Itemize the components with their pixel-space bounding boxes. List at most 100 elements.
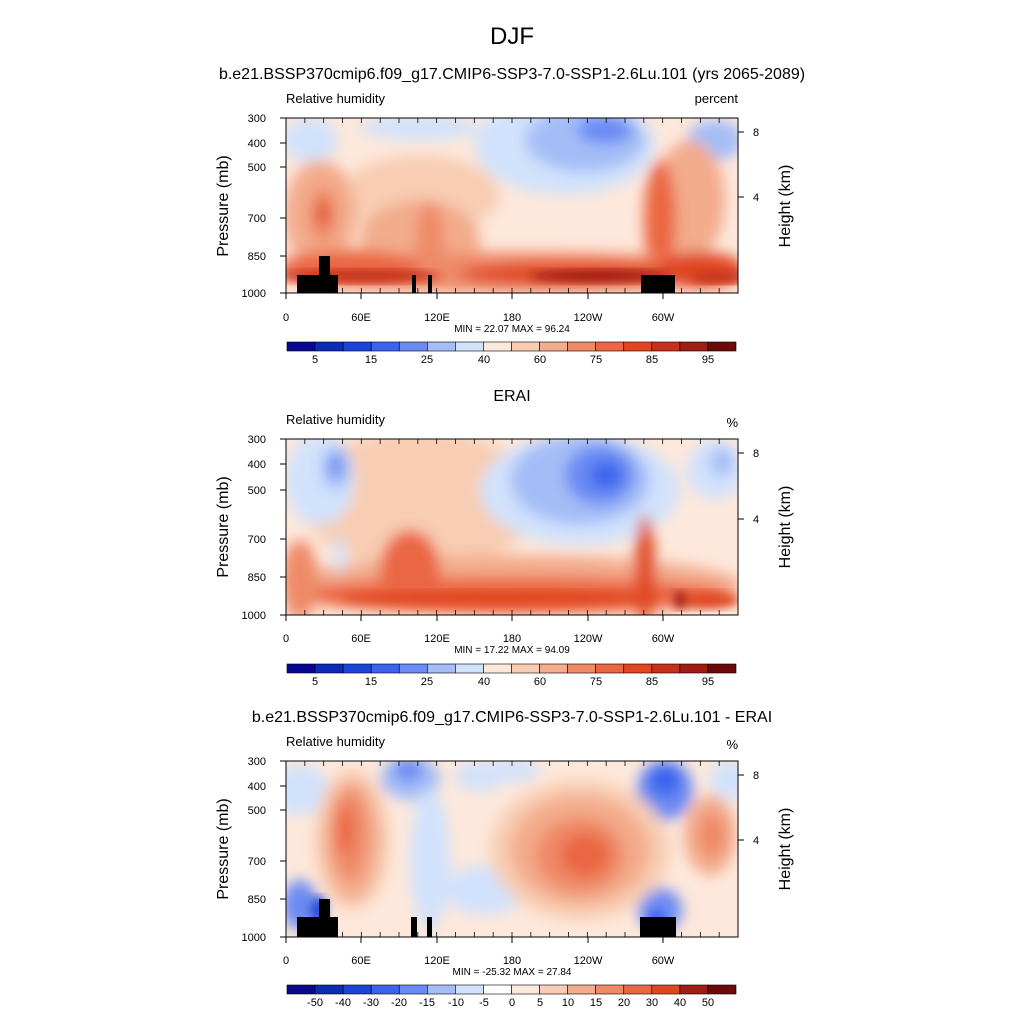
- y-tick-label: 1000: [242, 610, 266, 622]
- colorbar-label: -15: [419, 997, 435, 1009]
- x-tick-labels: 0 60E 120E 180 120W 60W: [283, 633, 675, 645]
- colorbar-label: 0: [509, 997, 515, 1009]
- y-tick-label: 850: [248, 572, 266, 584]
- terrain-mask: [641, 275, 675, 293]
- colorbar-label: 60: [534, 676, 546, 688]
- colorbar-swatch: [398, 341, 428, 352]
- y-tick-label: 1000: [242, 932, 266, 944]
- ylabel: Pressure (mb): [215, 476, 232, 577]
- panel-model: b.e21.BSSP370cmip6.f09_g17.CMIP6-SSP3-7.…: [215, 66, 805, 366]
- contour-field: [286, 118, 738, 293]
- x-tick-label: 60E: [351, 312, 371, 324]
- y-right-tick-label: 4: [753, 514, 759, 526]
- colorbar-label: 30: [646, 997, 658, 1009]
- minor-ticks: [304, 761, 720, 937]
- ylabel-right: Height (km): [777, 486, 794, 569]
- colorbar-labels: -50 -40 -30 -20 -15 -10 -5 0 5 10 15 20 …: [307, 997, 714, 1009]
- y-tick-labels: 300 400 500 700 850 1000: [242, 113, 266, 300]
- figure-title: DJF: [490, 23, 534, 50]
- colorbar-label: 75: [590, 354, 602, 366]
- x-tick-label: 60W: [652, 312, 675, 324]
- y-tick-labels: 300 400 500 700 850 1000: [242, 756, 266, 944]
- colorbar-label: 5: [312, 676, 318, 688]
- terrain-mask: [411, 917, 417, 937]
- variable-label: Relative humidity: [286, 91, 385, 106]
- x-tick-label: 0: [283, 312, 289, 324]
- colorbar-swatch: [679, 663, 709, 674]
- y-tick-labels: 300 400 500 700 850 1000: [242, 434, 266, 622]
- x-tick-label: 120E: [424, 955, 450, 967]
- colorbar-swatch: [398, 984, 428, 995]
- min-max-stats: MIN = -25.32 MAX = 27.84: [453, 967, 572, 978]
- y-tick-label: 700: [248, 856, 266, 868]
- terrain-mask: [297, 275, 338, 293]
- colorbar-swatch: [342, 663, 372, 674]
- colorbar-swatch: [342, 984, 372, 995]
- y-ticks: [280, 117, 744, 294]
- y-tick-label: 300: [248, 113, 266, 125]
- x-tick-labels: 0 60E 120E 180 120W 60W: [283, 955, 675, 967]
- y-right-tick-label: 4: [753, 192, 759, 204]
- colorbar-label: 15: [365, 354, 377, 366]
- contour-field: [286, 761, 738, 937]
- colorbar-label: 85: [646, 676, 658, 688]
- y-tick-label: 500: [248, 805, 266, 817]
- colorbar-swatch: [286, 341, 316, 352]
- y-tick-label: 400: [248, 781, 266, 793]
- ylabel: Pressure (mb): [215, 155, 232, 256]
- colorbar-swatch: [679, 984, 709, 995]
- minor-ticks: [304, 118, 720, 293]
- colorbar-swatch: [651, 663, 681, 674]
- colorbar-swatch: [483, 341, 512, 352]
- x-tick-label: 0: [283, 955, 289, 967]
- panel-difference: b.e21.BSSP370cmip6.f09_g17.CMIP6-SSP3-7.…: [215, 709, 794, 1009]
- colorbar-swatch: [595, 984, 625, 995]
- colorbar-swatch: [511, 984, 540, 995]
- x-tick-label: 60E: [351, 633, 371, 645]
- colorbar-label: 15: [365, 676, 377, 688]
- y-right-tick-label: 4: [753, 835, 759, 847]
- colorbar-label: -30: [363, 997, 379, 1009]
- colorbar-label: 15: [590, 997, 602, 1009]
- colorbar-swatch: [342, 341, 372, 352]
- panel-title: ERAI: [493, 388, 530, 405]
- y-tick-label: 400: [248, 459, 266, 471]
- ylabel-right: Height (km): [777, 808, 794, 891]
- terrain-mask: [412, 275, 416, 293]
- y-tick-label: 850: [248, 894, 266, 906]
- variable-label: Relative humidity: [286, 412, 385, 427]
- panel-title: b.e21.BSSP370cmip6.f09_g17.CMIP6-SSP3-7.…: [252, 709, 772, 726]
- x-tick-label: 120E: [424, 633, 450, 645]
- y-ticks: [280, 760, 744, 938]
- terrain-mask: [640, 917, 676, 937]
- colorbar-swatch: [707, 341, 737, 352]
- x-ticks: [285, 293, 664, 299]
- units-label: percent: [695, 91, 739, 106]
- colorbar-swatch: [567, 984, 596, 995]
- colorbar: [286, 663, 737, 674]
- contour-field: [286, 439, 738, 615]
- colorbar-label: 85: [646, 354, 658, 366]
- colorbar-swatch: [539, 341, 568, 352]
- variable-label: Relative humidity: [286, 734, 385, 749]
- min-max-stats: MIN = 17.22 MAX = 94.09: [454, 645, 570, 656]
- terrain-mask: [428, 275, 432, 293]
- colorbar: [286, 341, 737, 352]
- colorbar-swatch: [455, 984, 484, 995]
- colorbar-swatch: [567, 663, 596, 674]
- min-max-stats: MIN = 22.07 MAX = 96.24: [454, 324, 570, 335]
- panel-reanalysis: ERAI Relative humidity %: [215, 388, 794, 688]
- y-ticks: [280, 438, 744, 616]
- y-tick-label: 700: [248, 213, 266, 225]
- colorbar-swatch: [370, 984, 400, 995]
- colorbar-swatch: [595, 341, 625, 352]
- colorbar-swatch: [427, 984, 456, 995]
- colorbar-label: 40: [478, 676, 490, 688]
- colorbar-label: 75: [590, 676, 602, 688]
- colorbar-label: 40: [674, 997, 686, 1009]
- x-tick-label: 180: [503, 633, 521, 645]
- units-label: %: [726, 737, 738, 752]
- colorbar-swatch: [286, 663, 316, 674]
- y-tick-label: 700: [248, 534, 266, 546]
